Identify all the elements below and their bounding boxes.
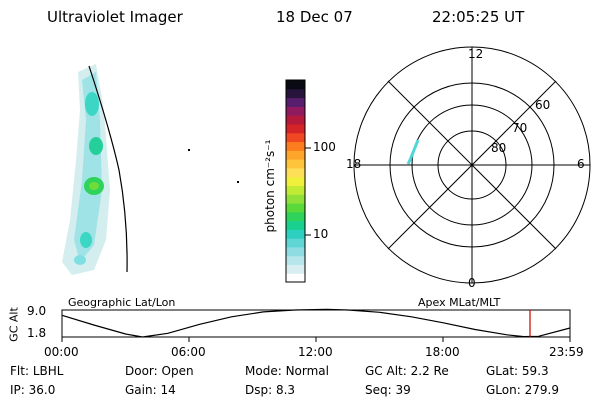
timeline-ylabel: GC Alt <box>7 307 21 342</box>
colorbar-swatch <box>286 159 305 169</box>
footer-gain: Gain: 14 <box>125 383 176 397</box>
polar-label-0: 0 <box>468 276 476 290</box>
colorbar-swatch <box>286 132 305 143</box>
colorbar-swatch <box>286 246 305 257</box>
colorbar-swatch <box>286 185 305 195</box>
colorbar-swatch <box>286 150 305 160</box>
polar-label-12: 12 <box>468 47 484 61</box>
colorbar-swatch <box>286 80 305 90</box>
colorbar-swatch <box>286 106 305 116</box>
colorbar-tick-label-100: 100 <box>313 140 336 154</box>
timeline-plot <box>61 308 571 342</box>
colorbar-swatch <box>286 229 305 239</box>
footer-flt: Flt: LBHL <box>10 364 64 378</box>
colorbar-swatch <box>286 123 305 134</box>
footer-glat: GLat: 59.3 <box>486 364 549 378</box>
polar-aurora-trace <box>406 139 420 165</box>
footer-dsp: Dsp: 8.3 <box>245 383 296 397</box>
colorbar-swatch <box>286 141 305 151</box>
colorbar-swatch <box>286 273 305 283</box>
colorbar-swatch <box>286 238 305 248</box>
time-label: 22:05:25 UT <box>432 8 525 26</box>
colorbar-swatch <box>286 88 305 99</box>
timeline-xtick-0: 00:00 <box>44 345 79 359</box>
footer-door: Door: Open <box>125 364 194 378</box>
instrument-title: Ultraviolet Imager <box>47 8 183 26</box>
colorbar-swatch <box>286 97 305 107</box>
colorbar-swatch <box>286 211 305 222</box>
footer-mode: Mode: Normal <box>245 364 329 378</box>
colorbar-swatch <box>286 176 305 186</box>
footer-ip: IP: 36.0 <box>10 383 56 397</box>
polar-ring-label-80: 80 <box>491 141 507 155</box>
timeline-ytick-low: 1.8 <box>27 326 47 340</box>
colorbar-swatch <box>286 115 305 125</box>
footer-glon: GLon: 279.9 <box>486 383 559 397</box>
colorbar-swatch <box>286 255 305 266</box>
colorbar-label: photon cm⁻²s⁻¹ <box>263 139 277 233</box>
polar-ring-label-70: 70 <box>512 121 528 135</box>
colorbar-swatch <box>286 167 305 178</box>
colorbar <box>285 79 306 283</box>
altitude-curve <box>61 308 571 338</box>
colorbar-swatch <box>286 194 305 204</box>
footer-seq: Seq: 39 <box>365 383 411 397</box>
colorbar-swatch <box>286 220 305 230</box>
polar-label-18: 18 <box>346 157 362 171</box>
timeline-ytick-high: 9.0 <box>27 304 47 318</box>
timeline-xtick-2: 12:00 <box>298 345 333 359</box>
limb-curve <box>88 65 128 273</box>
timeline-right-title: Apex MLat/MLT <box>418 296 501 309</box>
colorbar-swatch <box>286 202 305 213</box>
polar-grid <box>353 46 591 284</box>
colorbar-swatch <box>286 264 305 274</box>
timeline-left-title: Geographic Lat/Lon <box>68 296 176 309</box>
footer-gc-alt: GC Alt: 2.2 Re <box>365 364 449 378</box>
polar-ring-label-60: 60 <box>535 98 551 112</box>
timeline-xtick-1: 06:00 <box>171 345 206 359</box>
aurora-image <box>62 64 239 275</box>
timeline-xtick-4: 23:59 <box>549 345 584 359</box>
timeline-xtick-3: 18:00 <box>425 345 460 359</box>
colorbar-frame <box>285 79 306 283</box>
polar-label-6: 6 <box>577 157 585 171</box>
colorbar-tick-label-10: 10 <box>313 227 329 241</box>
date-label: 18 Dec 07 <box>276 8 353 26</box>
